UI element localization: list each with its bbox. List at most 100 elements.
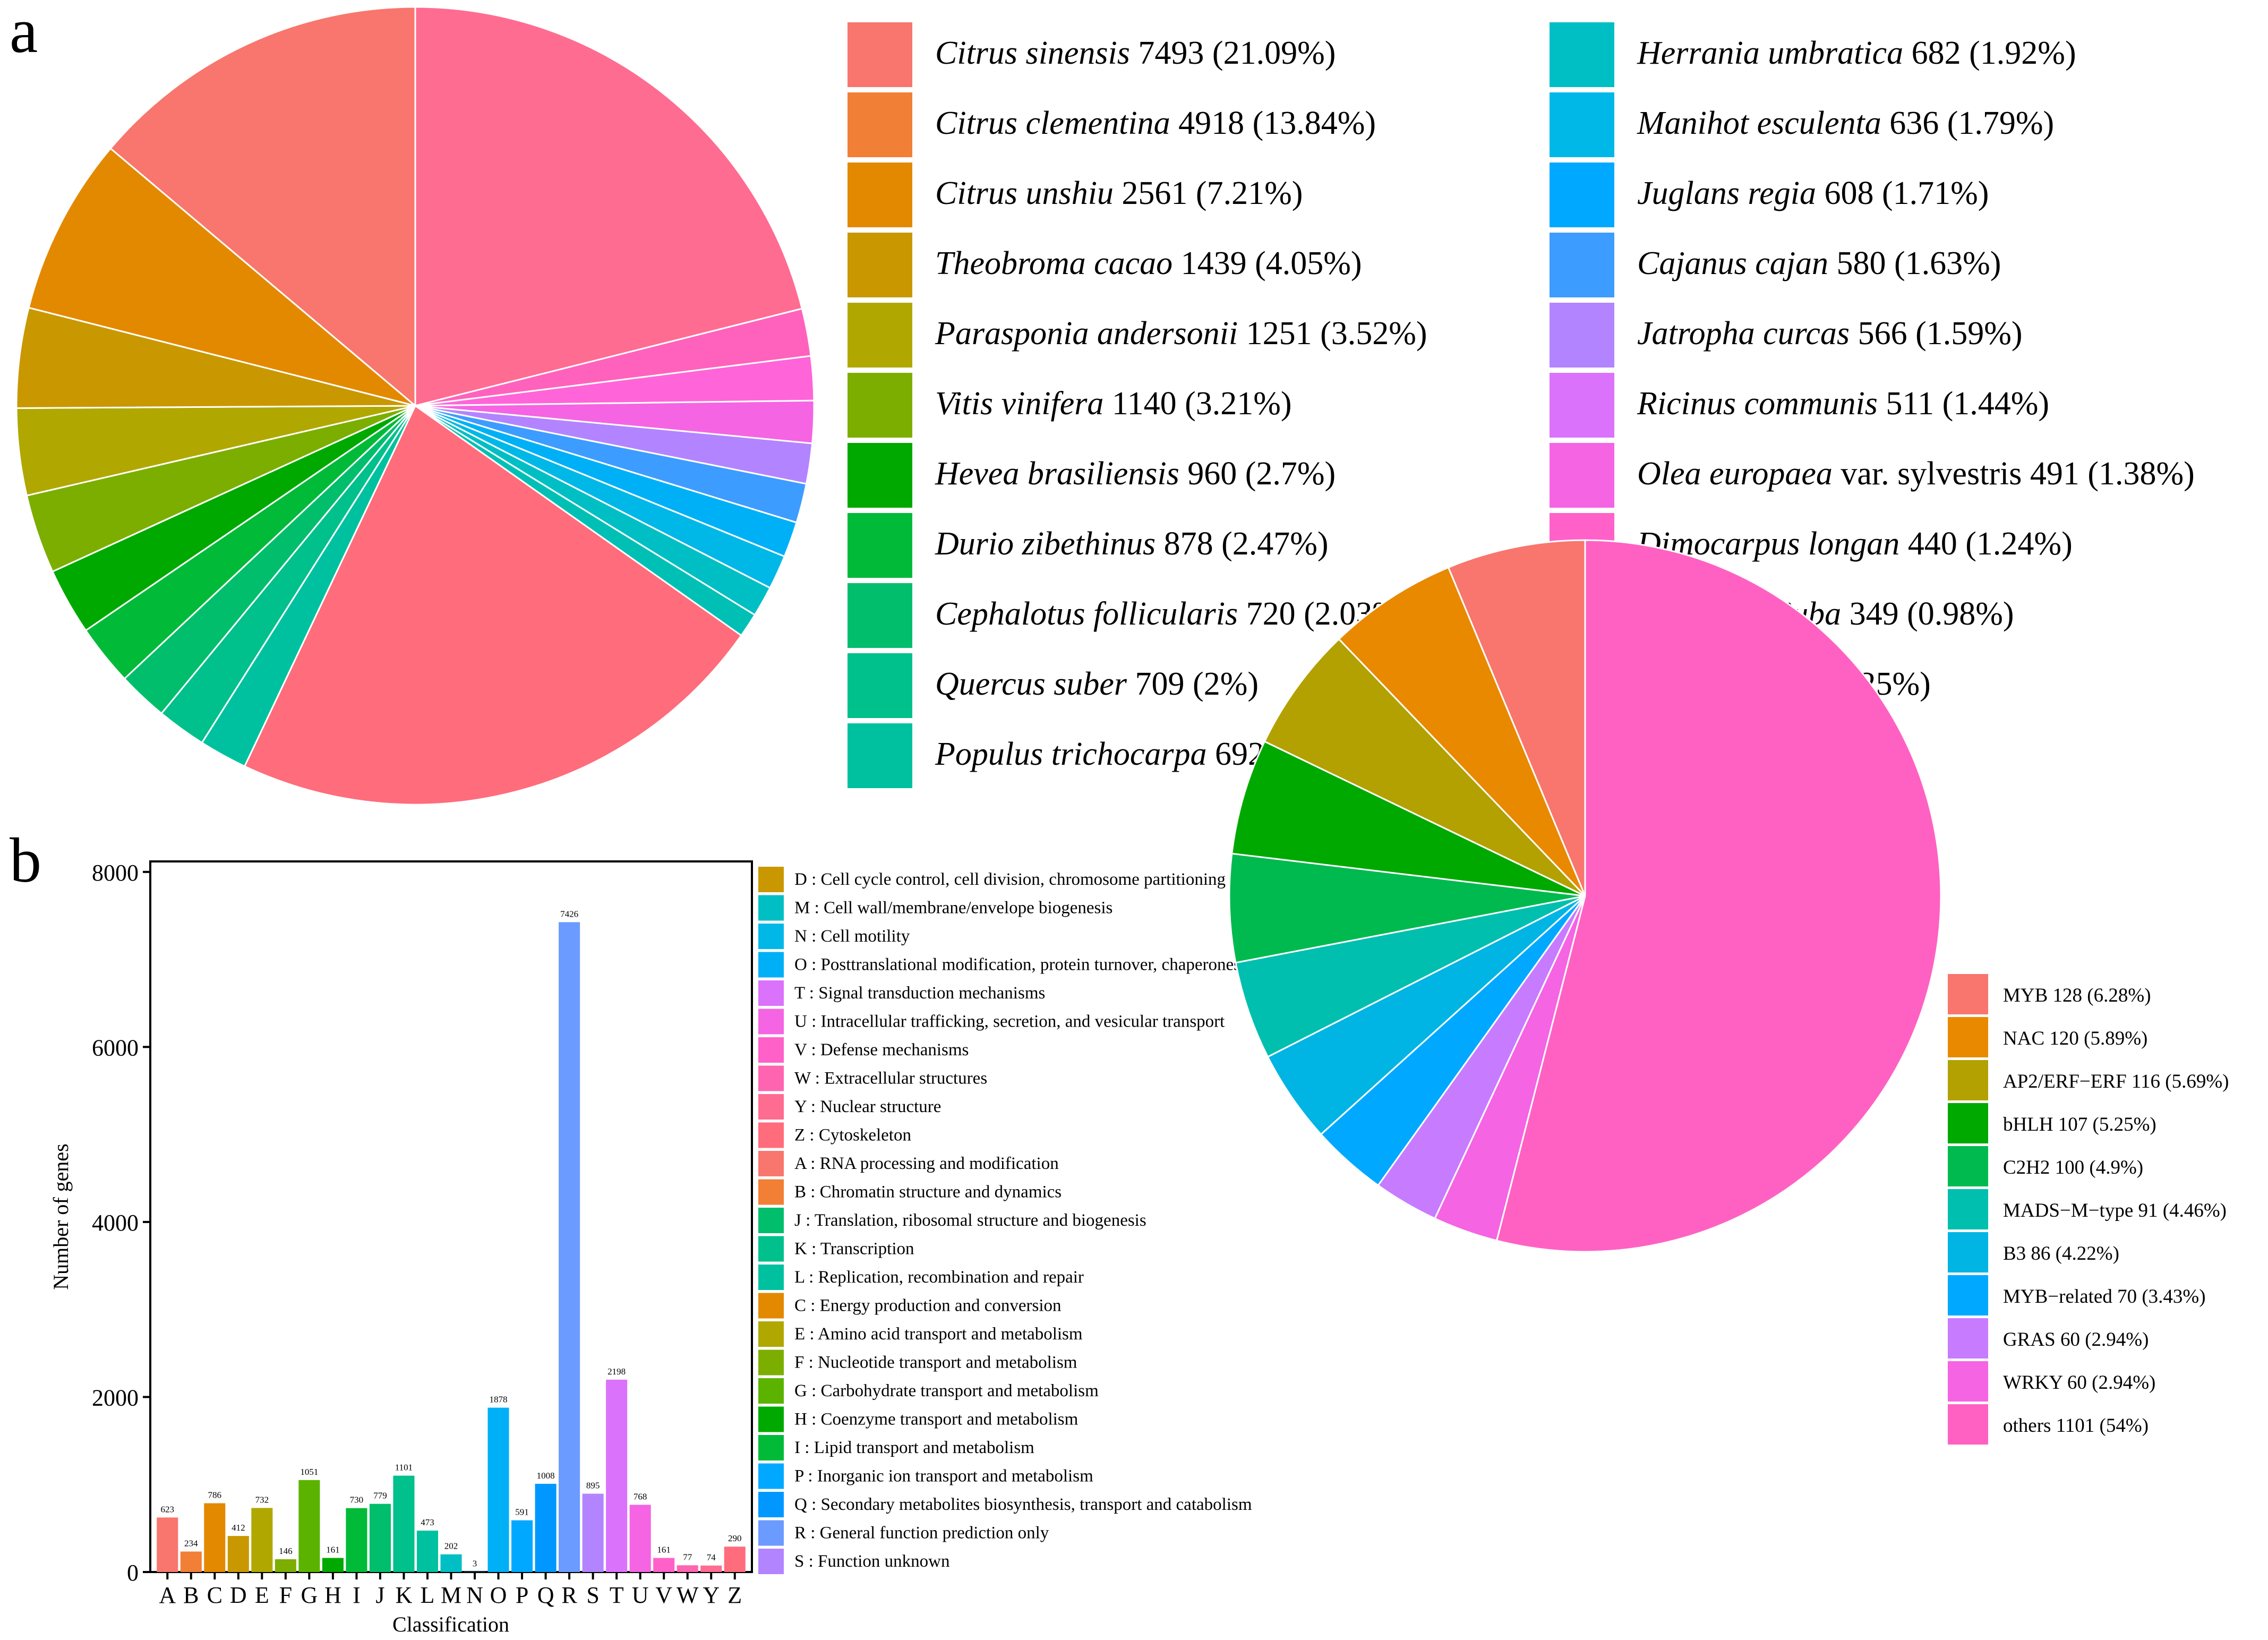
legend-a-name: Citrus clementina <box>935 105 1170 141</box>
y-tick-label: 0 <box>127 1560 139 1586</box>
panel-label-b: b <box>10 825 41 895</box>
legend-a-label-vitis-vinifera: Vitis vinifera 1140 (3.21%) <box>935 386 1292 422</box>
bar-Y <box>700 1565 722 1572</box>
legend-b-label-J: J : Translation, ribosomal structure and… <box>794 1211 1146 1230</box>
plot-frame <box>149 860 753 1573</box>
legend-c-label-mads-m-type: MADS−M−type 91 (4.46%) <box>2003 1200 2227 1222</box>
bar-E <box>251 1508 273 1572</box>
bar-value-label-G: 1051 <box>300 1467 318 1477</box>
legend-b-key-M <box>758 895 784 921</box>
legend-c-label-ap2-erf-erf: AP2/ERF−ERF 116 (5.69%) <box>2003 1071 2229 1092</box>
y-tick-label: 2000 <box>92 1385 139 1411</box>
legend-b-key-F <box>758 1349 784 1376</box>
legend-b-key-K <box>758 1236 784 1262</box>
legend-b-key-I <box>758 1435 784 1460</box>
legend-a-name: Populus trichocarpa <box>935 736 1206 772</box>
legend-a-pct: (1.38%) <box>2079 456 2195 492</box>
legend-b-label-H: H : Coenzyme transport and metabolism <box>794 1410 1079 1429</box>
bar-value-label-R: 7426 <box>560 909 578 919</box>
legend-b-label-V: V : Defense mechanisms <box>794 1040 969 1060</box>
legend-a-pct: (3.21%) <box>1177 386 1292 422</box>
legend-a-name: Juglans regia <box>1637 175 1816 211</box>
legend-a-value: 566 <box>1850 315 1907 352</box>
legend-a-value: 1251 <box>1238 315 1312 352</box>
legend-b-label-Q: Q : Secondary metabolites biosynthesis, … <box>794 1495 1252 1514</box>
legend-a-value: 491 <box>2022 456 2079 492</box>
bar-A <box>157 1517 178 1572</box>
legend-c-label-gras: GRAS 60 (2.94%) <box>2003 1329 2149 1351</box>
legend-b-key-Y <box>758 1094 784 1120</box>
y-tick-label: 8000 <box>92 860 139 886</box>
legend-c: MYB 128 (6.28%) NAC 120 (5.89%) AP2/ERF−ER… <box>1948 974 2229 1445</box>
x-tick-label-Q: Q <box>537 1582 554 1608</box>
legend-c-key-bhlh <box>1948 1103 1988 1143</box>
legend-a-label-theobroma-cacao: Theobroma cacao 1439 (4.05%) <box>935 245 1362 281</box>
bar-value-label-D: 412 <box>232 1523 245 1533</box>
x-tick-label-K: K <box>396 1582 413 1608</box>
bar-value-label-L: 473 <box>421 1517 434 1527</box>
legend-a-pct: (1.79%) <box>1939 105 2054 141</box>
bar-value-label-P: 591 <box>515 1507 529 1517</box>
x-tick-label-D: D <box>230 1582 247 1608</box>
legend-b-key-A <box>758 1151 784 1176</box>
bar-value-label-Z: 290 <box>728 1533 742 1543</box>
legend-c-key-ap2-erf-erf <box>1948 1060 1988 1100</box>
legend-a-value: 1439 <box>1172 245 1247 281</box>
x-tick-label-Y: Y <box>703 1582 720 1608</box>
legend-b-key-T <box>758 980 784 1006</box>
legend-c-label-myb-related: MYB−related 70 (3.43%) <box>2003 1286 2206 1308</box>
pie-a-slice-citrus-unshiu <box>28 147 416 407</box>
legend-b-key-U <box>758 1009 784 1035</box>
legend-c-key-gras <box>1948 1318 1988 1359</box>
legend-b-label-O: O : Posttranslational modification, prot… <box>794 955 1240 975</box>
legend-c-key-wrky <box>1948 1361 1988 1402</box>
legend-a-key-jatropha-curcas <box>1550 303 1614 368</box>
legend-a-key-citrus-clementina <box>848 92 912 157</box>
legend-a-key-ricinus-communis <box>1550 373 1614 438</box>
legend-a-pct: (1.24%) <box>1957 526 2073 562</box>
legend-b-key-R <box>758 1520 784 1546</box>
legend-a-name: Manihot esculenta <box>1637 105 1881 141</box>
legend-a-label-cajanus-cajan: Cajanus cajan 580 (1.63%) <box>1637 245 2001 281</box>
pie-a-slice-citrus-clementina <box>109 6 416 408</box>
legend-b-key-P <box>758 1463 784 1489</box>
legend-a-pct: (1.63%) <box>1886 245 2001 281</box>
bar-value-label-I: 730 <box>350 1495 364 1505</box>
x-tick-label-V: V <box>655 1582 672 1608</box>
bar-value-label-F: 146 <box>279 1546 293 1556</box>
legend-a-label-jatropha-curcas: Jatropha curcas 566 (1.59%) <box>1637 315 2023 352</box>
pie-c-slice-b3 <box>1266 895 1586 1135</box>
bar-J <box>369 1504 391 1572</box>
x-tick-label-O: O <box>490 1582 507 1608</box>
bar-value-label-U: 768 <box>634 1491 647 1501</box>
legend-a-name: Hevea brasiliensis <box>935 456 1179 492</box>
legend-b-key-D <box>758 867 784 892</box>
bar-value-label-K: 1101 <box>395 1463 413 1473</box>
pie-c-slice-bhlh <box>1231 740 1586 897</box>
legend-a-name: Citrus unshiu <box>935 175 1114 211</box>
legend-c-label-wrky: WRKY 60 (2.94%) <box>2003 1372 2155 1394</box>
legend-a-name: Olea europaea <box>1637 456 1833 492</box>
legend-b-key-V <box>758 1037 784 1063</box>
legend-b-label-C: C : Energy production and conversion <box>794 1296 1062 1316</box>
bar-value-label-J: 779 <box>373 1491 387 1501</box>
legend-a-name: Cajanus cajan <box>1637 245 1828 281</box>
bar-C <box>204 1503 226 1572</box>
bar-S <box>582 1493 604 1572</box>
legend-a-label-quercus-suber: Quercus suber 709 (2%) <box>935 666 1259 702</box>
bar-K <box>393 1475 415 1572</box>
x-tick-label-U: U <box>632 1582 649 1608</box>
legend-a-key-vitis-vinifera <box>848 373 912 438</box>
legend-c-label-myb: MYB 128 (6.28%) <box>2003 985 2151 1006</box>
pie-chart-a <box>15 6 815 806</box>
legend-b-label-E: E : Amino acid transport and metabolism <box>794 1325 1083 1344</box>
legend-a-pct: (1.44%) <box>1934 386 2049 422</box>
legend-a-value: 511 <box>1878 386 1934 422</box>
legend-a-label-parasponia-andersonii: Parasponia andersonii 1251 (3.52%) <box>935 315 1427 352</box>
legend-c-label-bhlh: bHLH 107 (5.25%) <box>2003 1114 2156 1135</box>
legend-b-key-B <box>758 1179 784 1205</box>
legend-a-pct: (0.98%) <box>1899 596 2014 632</box>
bar-U <box>629 1505 651 1572</box>
legend-a-value: 7493 <box>1130 35 1204 71</box>
legend-a-value: 440 <box>1899 526 1957 562</box>
